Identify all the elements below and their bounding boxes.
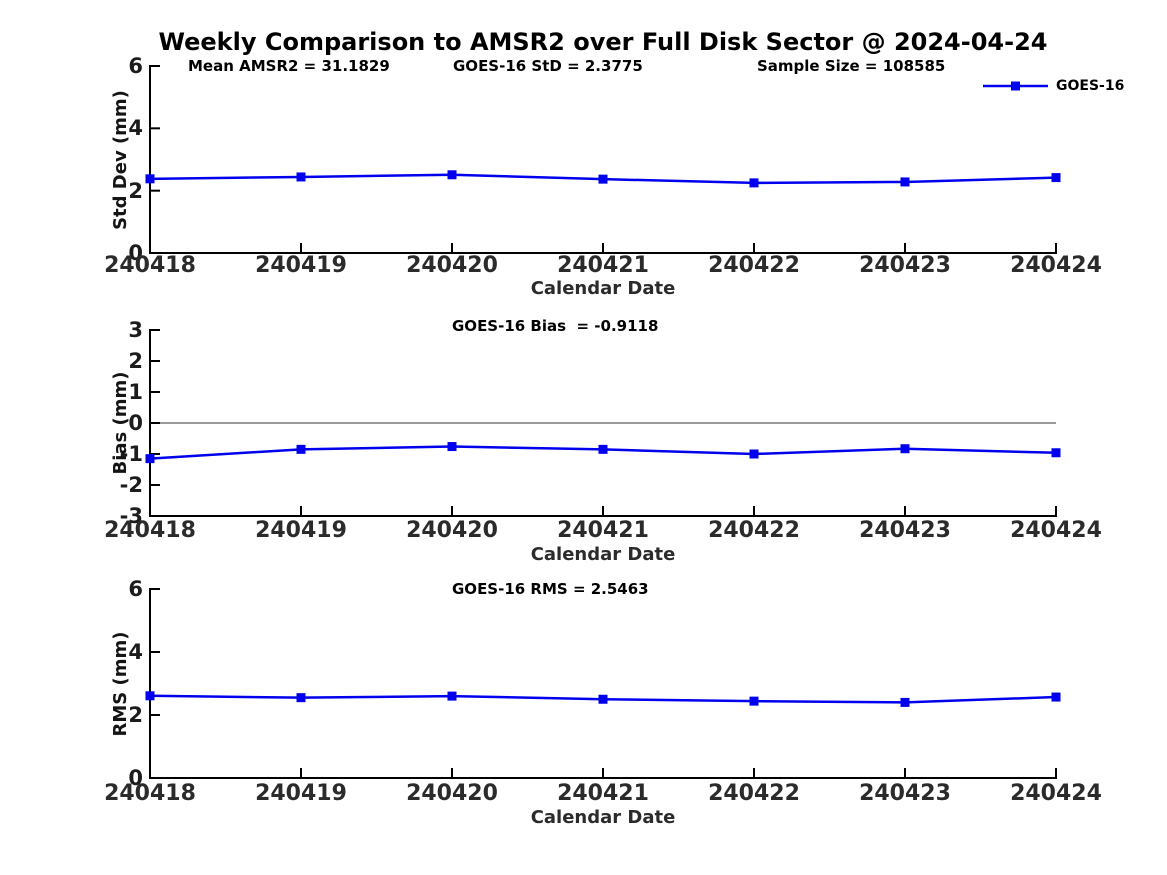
x-tick-label: 240423 xyxy=(859,518,951,543)
x-tick-label: 240423 xyxy=(859,253,951,278)
x-tick-label: 240419 xyxy=(255,781,347,806)
annotation-mean-amsr2: Mean AMSR2 = 31.1829 xyxy=(188,57,390,75)
series-marker-goes16 xyxy=(296,444,306,454)
y-tick-label: -1 xyxy=(119,442,143,466)
x-tick-label: 240422 xyxy=(708,781,800,806)
y-tick-label: 1 xyxy=(128,380,143,404)
y-tick-label: 4 xyxy=(128,116,143,140)
annotation-goes16-rms: GOES-16 RMS = 2.5463 xyxy=(452,580,649,598)
annotation-sample-size: Sample Size = 108585 xyxy=(757,57,946,75)
xaxis-label-stddev: Calendar Date xyxy=(530,278,676,299)
series-marker-goes16 xyxy=(598,694,608,704)
x-tick-label: 240419 xyxy=(255,518,347,543)
x-tick-label: 240421 xyxy=(557,781,649,806)
series-marker-goes16 xyxy=(900,697,910,707)
y-tick-label: 6 xyxy=(128,54,143,78)
series-marker-goes16 xyxy=(900,177,910,187)
x-tick-label: 240420 xyxy=(406,781,498,806)
series-marker-goes16 xyxy=(1051,173,1061,183)
x-tick-label: 240424 xyxy=(1010,518,1102,543)
series-marker-goes16 xyxy=(749,449,759,459)
y-tick-label: 4 xyxy=(128,640,143,664)
figure-title: Weekly Comparison to AMSR2 over Full Dis… xyxy=(158,28,1048,56)
x-tick-label: 240424 xyxy=(1010,253,1102,278)
x-tick-label: 240418 xyxy=(104,781,196,806)
xaxis-label-bias: Calendar Date xyxy=(530,544,676,565)
x-tick-label: 240420 xyxy=(406,253,498,278)
series-marker-goes16 xyxy=(296,172,306,182)
series-marker-goes16 xyxy=(145,174,155,184)
annotation-goes16-bias: GOES-16 Bias = -0.9118 xyxy=(452,317,659,335)
legend-marker xyxy=(1011,81,1020,91)
y-tick-label: -2 xyxy=(119,473,143,497)
x-tick-label: 240423 xyxy=(859,781,951,806)
x-tick-label: 240422 xyxy=(708,518,800,543)
y-tick-label: 2 xyxy=(128,349,143,373)
x-tick-label: 240421 xyxy=(557,253,649,278)
x-tick-label: 240419 xyxy=(255,253,347,278)
legend-label: GOES-16 xyxy=(1056,78,1125,94)
annotation-goes16-std: GOES-16 StD = 2.3775 xyxy=(453,57,643,75)
y-tick-label: 2 xyxy=(128,179,143,203)
series-marker-goes16 xyxy=(145,454,155,464)
xaxis-label-rms: Calendar Date xyxy=(530,807,676,828)
series-marker-goes16 xyxy=(447,442,457,452)
series-marker-goes16 xyxy=(145,691,155,701)
x-tick-label: 240424 xyxy=(1010,781,1102,806)
series-marker-goes16 xyxy=(900,444,910,454)
series-marker-goes16 xyxy=(598,444,608,454)
x-tick-label: 240418 xyxy=(104,518,196,543)
x-tick-label: 240418 xyxy=(104,253,196,278)
series-marker-goes16 xyxy=(749,696,759,706)
series-marker-goes16 xyxy=(447,170,457,180)
x-tick-label: 240420 xyxy=(406,518,498,543)
y-tick-label: 0 xyxy=(128,411,143,435)
y-tick-label: -3 xyxy=(119,504,143,528)
series-marker-goes16 xyxy=(296,693,306,703)
y-tick-label: 0 xyxy=(128,241,143,265)
series-marker-goes16 xyxy=(749,178,759,188)
y-tick-label: 2 xyxy=(128,703,143,727)
x-tick-label: 240422 xyxy=(708,253,800,278)
series-marker-goes16 xyxy=(598,174,608,184)
y-tick-label: 6 xyxy=(128,577,143,601)
x-tick-label: 240421 xyxy=(557,518,649,543)
y-tick-label: 3 xyxy=(128,318,143,342)
series-marker-goes16 xyxy=(447,691,457,701)
y-tick-label: 0 xyxy=(128,766,143,790)
series-marker-goes16 xyxy=(1051,448,1061,458)
series-marker-goes16 xyxy=(1051,692,1061,702)
